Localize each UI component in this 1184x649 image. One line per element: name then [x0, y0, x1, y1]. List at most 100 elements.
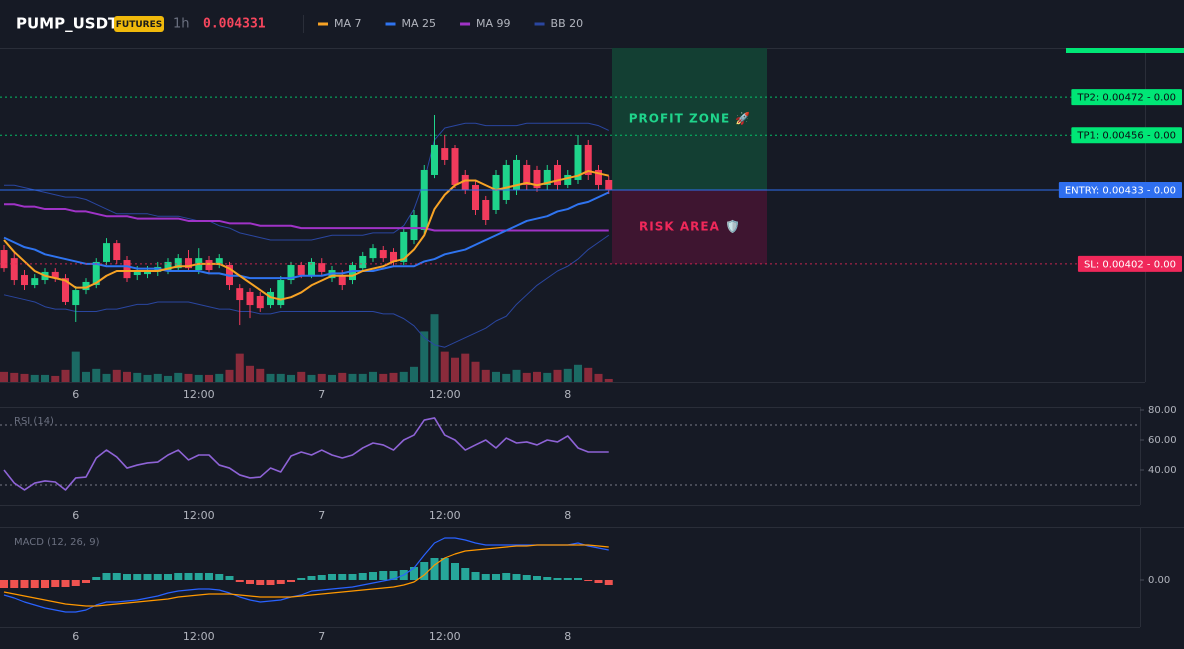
candle-body	[318, 263, 326, 272]
x-tick-label: 6	[72, 388, 79, 401]
volume-bar	[123, 371, 131, 382]
volume-bar	[338, 372, 347, 382]
histogram-bar	[184, 573, 193, 580]
volume-bar	[0, 371, 8, 382]
candle-body	[492, 174, 500, 210]
y-tick-label: 40.00	[1148, 465, 1177, 476]
histogram-bar	[92, 577, 101, 580]
histogram-bar	[574, 578, 582, 580]
histogram-bar	[471, 572, 480, 580]
candle-body	[72, 290, 80, 306]
volume-bar	[399, 371, 408, 382]
histogram-bar	[604, 580, 613, 585]
candle-body	[236, 288, 244, 301]
volume-bar	[348, 373, 357, 382]
histogram-bar	[348, 574, 357, 580]
histogram-bar	[41, 580, 49, 588]
histogram-bar	[164, 574, 172, 580]
histogram-bar	[553, 578, 562, 580]
volume-bar	[379, 373, 388, 382]
macd-line	[3, 537, 609, 613]
candle-body	[185, 258, 192, 269]
histogram-bar	[82, 580, 90, 583]
histogram-bar	[297, 578, 306, 580]
histogram-bar	[594, 580, 603, 583]
histogram-bar	[123, 574, 131, 580]
histogram-bar	[543, 577, 552, 580]
histogram-bar	[0, 580, 8, 588]
candle-body	[379, 250, 387, 259]
candle-body	[144, 270, 151, 275]
histogram-bar	[451, 563, 459, 580]
candle-body	[543, 169, 551, 185]
bb-upper	[4, 122, 609, 241]
volume-bar	[574, 364, 582, 382]
candle-body	[133, 270, 141, 276]
histogram-bar	[215, 574, 224, 580]
volume-bar	[143, 374, 152, 382]
legend-label: MA 7	[334, 17, 362, 30]
histogram-bar	[369, 572, 377, 580]
legend-label: MA 99	[476, 17, 511, 30]
badge: FUTURES	[116, 20, 162, 30]
volume-bar	[533, 371, 541, 382]
histogram-bar	[389, 571, 398, 580]
volume-bar	[71, 351, 80, 382]
volume-bar	[102, 373, 111, 382]
histogram-bar	[481, 574, 490, 580]
volume-bar	[61, 369, 70, 382]
candle-body	[554, 164, 561, 185]
volume-bar	[153, 373, 162, 382]
histogram-bar	[10, 580, 19, 588]
candle-body	[277, 280, 285, 306]
x-tick-label: 8	[564, 630, 571, 643]
candle-body	[595, 169, 602, 185]
histogram-bar	[51, 580, 60, 587]
histogram-bar	[430, 558, 439, 580]
candle-body	[62, 278, 69, 302]
level-label: TP2: 0.00472 - 0.00	[1076, 93, 1176, 104]
level-marker	[1066, 48, 1184, 53]
candle-body	[10, 258, 18, 281]
histogram-bar	[379, 571, 388, 580]
volume-bar	[215, 373, 224, 382]
volume-bar	[82, 371, 90, 382]
volume-bar	[389, 372, 398, 382]
volume-bar	[30, 374, 39, 382]
volume-bar	[235, 353, 244, 382]
volume-bar	[205, 374, 213, 382]
candle-body	[523, 164, 531, 185]
histogram-bar	[256, 580, 265, 585]
volume-bar	[266, 373, 275, 382]
candle-body	[82, 281, 90, 291]
volume-bar	[256, 368, 265, 382]
volume-bar	[20, 373, 29, 382]
histogram-bar	[246, 580, 254, 584]
volume-bar	[451, 357, 459, 382]
candle-body	[349, 265, 356, 281]
interval: 1h	[173, 17, 190, 32]
volume-bar	[430, 314, 439, 382]
candle-body	[92, 261, 100, 286]
histogram-bar	[338, 574, 347, 580]
histogram-bar	[30, 580, 39, 588]
candle-body	[451, 148, 459, 185]
rsi-line	[3, 417, 609, 491]
volume-bar	[276, 373, 285, 382]
candle-body	[123, 260, 131, 279]
volume-bar	[420, 331, 429, 382]
volume-bar	[225, 369, 234, 382]
volume-bar	[194, 374, 203, 382]
zone	[612, 48, 767, 190]
legend-label: MA 25	[402, 17, 437, 30]
candle-body	[21, 275, 28, 286]
histogram-bar	[153, 574, 162, 580]
volume-bar	[512, 369, 521, 382]
y-tick-label: 80.00	[1148, 405, 1177, 416]
histogram-bar	[235, 580, 244, 582]
x-tick-label: 12:00	[429, 388, 461, 401]
candle-body	[308, 261, 315, 276]
candle-body	[605, 179, 613, 190]
